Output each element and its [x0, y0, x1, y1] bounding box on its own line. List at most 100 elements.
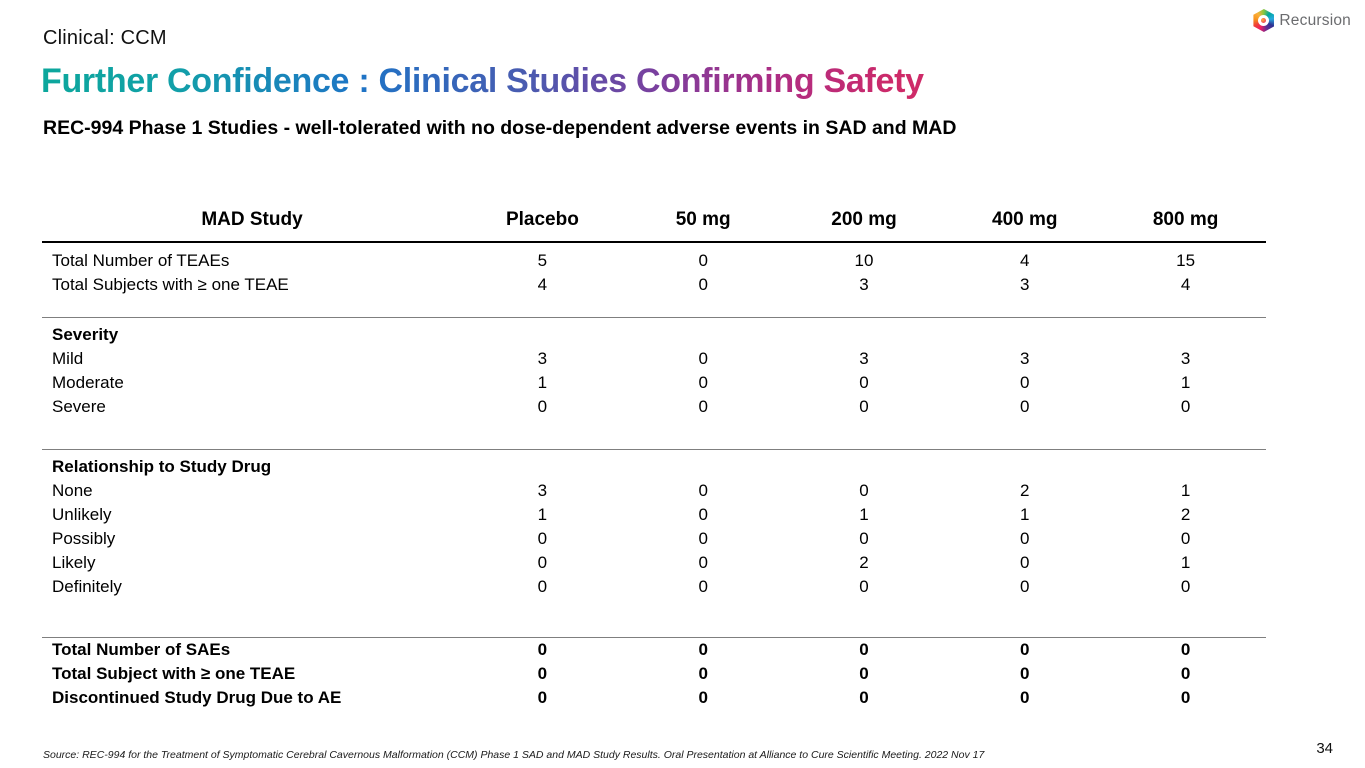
- cell-value: 0: [1020, 664, 1030, 683]
- cell-value: 10: [854, 251, 874, 270]
- row-label: Mild: [52, 349, 84, 368]
- cell-value: 0: [859, 529, 869, 548]
- cell-value: 0: [859, 397, 869, 416]
- cell-value: 3: [537, 349, 548, 368]
- recursion-hexagon-icon: [1253, 9, 1275, 32]
- cell-value: 2: [1180, 505, 1191, 524]
- cell-value: [623, 450, 784, 480]
- cell-value: 0: [698, 349, 708, 368]
- cell-value: 0: [1020, 640, 1030, 659]
- cell-value: 0: [537, 397, 548, 416]
- table-row: Total Number of SAEs 0 0 0 0 0: [42, 638, 1266, 663]
- table-row: None 3 0 0 2 1: [42, 479, 1266, 503]
- section-separator: [42, 297, 1266, 318]
- cell-value: 3: [859, 349, 869, 368]
- cell-value: 0: [859, 577, 869, 596]
- cell-value: [944, 318, 1105, 348]
- cell-value: 0: [859, 664, 869, 683]
- cell-value: 0: [537, 640, 548, 659]
- cell-value: 0: [698, 505, 708, 524]
- hexagon-center: [1258, 15, 1270, 26]
- cell-value: 1: [1180, 373, 1191, 392]
- cell-value: 0: [1020, 397, 1030, 416]
- cell-value: 1: [1180, 481, 1191, 500]
- recursion-logo: Recursion: [1253, 9, 1351, 32]
- cell-value: 0: [859, 481, 869, 500]
- cell-value: 0: [1020, 373, 1030, 392]
- row-label: Discontinued Study Drug Due to AE: [52, 688, 342, 707]
- row-label: Severity: [52, 325, 119, 344]
- cell-value: 1: [537, 373, 548, 392]
- cell-value: 1: [859, 505, 869, 524]
- cell-value: 0: [859, 688, 869, 707]
- cell-value: 0: [698, 529, 708, 548]
- cell-value: 3: [537, 481, 548, 500]
- cell-value: 0: [537, 553, 548, 572]
- table-header: MAD Study Placebo 50 mg 200 mg 400 mg 800 mg: [42, 205, 1266, 243]
- cell-value: 0: [537, 577, 548, 596]
- cell-value: 0: [1180, 397, 1191, 416]
- cell-value: 0: [698, 553, 708, 572]
- table-row: Unlikely 1 0 1 1 2: [42, 503, 1266, 527]
- cell-value: 0: [698, 481, 708, 500]
- cell-value: [462, 318, 623, 348]
- cell-value: 0: [698, 251, 708, 270]
- cell-value: [784, 318, 945, 348]
- cell-value: [462, 450, 623, 480]
- hexagon-center-dot: [1261, 18, 1267, 23]
- cell-value: 2: [859, 553, 869, 572]
- section-header-row: Relationship to Study Drug: [42, 450, 1266, 480]
- table-row: Definitely 0 0 0 0 0: [42, 575, 1266, 599]
- section-separator: [42, 599, 1266, 638]
- cell-value: 0: [698, 664, 708, 683]
- cell-value: 1: [1020, 505, 1030, 524]
- column-header-400-mg: 400 mg: [944, 205, 1106, 243]
- table-row: Moderate 1 0 0 0 1: [42, 371, 1266, 395]
- row-label: Likely: [52, 553, 96, 572]
- row-label: Possibly: [52, 529, 116, 548]
- cell-value: 0: [537, 688, 548, 707]
- cell-value: 1: [537, 505, 548, 524]
- column-header-placebo: Placebo: [462, 205, 623, 243]
- table-row: Severe 0 0 0 0 0: [42, 395, 1266, 419]
- cell-value: 0: [698, 275, 708, 294]
- section-separator: [42, 419, 1266, 450]
- cell-value: 0: [698, 397, 708, 416]
- column-header-200-mg: 200 mg: [783, 205, 945, 243]
- cell-value: 1: [1180, 553, 1191, 572]
- table-row: Likely 0 0 2 0 1: [42, 551, 1266, 575]
- cell-value: 0: [1180, 640, 1191, 659]
- cell-value: 3: [1180, 349, 1191, 368]
- slide-subtitle: REC-994 Phase 1 Studies - well-tolerated…: [43, 117, 957, 139]
- logo-wordmark: Recursion: [1279, 11, 1351, 29]
- row-label: Definitely: [52, 577, 122, 596]
- slide-eyebrow: Clinical: CCM: [43, 27, 167, 49]
- cell-value: 3: [859, 275, 869, 294]
- cell-value: 0: [1020, 553, 1030, 572]
- slide-title: Further Confidence : Clinical Studies Co…: [41, 62, 924, 100]
- table-row: Total Number of TEAEs 5 0 10 4 15: [42, 242, 1266, 273]
- cell-value: 4: [537, 275, 548, 294]
- cell-value: 3: [1020, 349, 1030, 368]
- row-label: Total Number of TEAEs: [52, 251, 230, 270]
- table-row: Total Subjects with ≥ one TEAE 4 0 3 3 4: [42, 273, 1266, 297]
- row-label: Total Subjects with ≥ one TEAE: [52, 275, 289, 294]
- cell-value: 5: [537, 251, 548, 270]
- cell-value: 0: [859, 640, 869, 659]
- cell-value: 2: [1020, 481, 1030, 500]
- cell-value: 0: [1180, 529, 1191, 548]
- cell-value: 0: [1020, 529, 1030, 548]
- cell-value: [784, 450, 945, 480]
- cell-value: 0: [698, 640, 708, 659]
- cell-value: 0: [537, 664, 548, 683]
- column-header-800-mg: 800 mg: [1105, 205, 1266, 243]
- cell-value: 15: [1176, 251, 1196, 270]
- cell-value: 0: [698, 373, 708, 392]
- cell-value: 0: [537, 529, 548, 548]
- row-label: None: [52, 481, 93, 500]
- row-label: Total Subject with ≥ one TEAE: [52, 664, 296, 683]
- cell-value: 3: [1020, 275, 1030, 294]
- cell-value: 0: [698, 577, 708, 596]
- row-label: Relationship to Study Drug: [52, 457, 272, 476]
- table-row: Total Subject with ≥ one TEAE 0 0 0 0 0: [42, 662, 1266, 686]
